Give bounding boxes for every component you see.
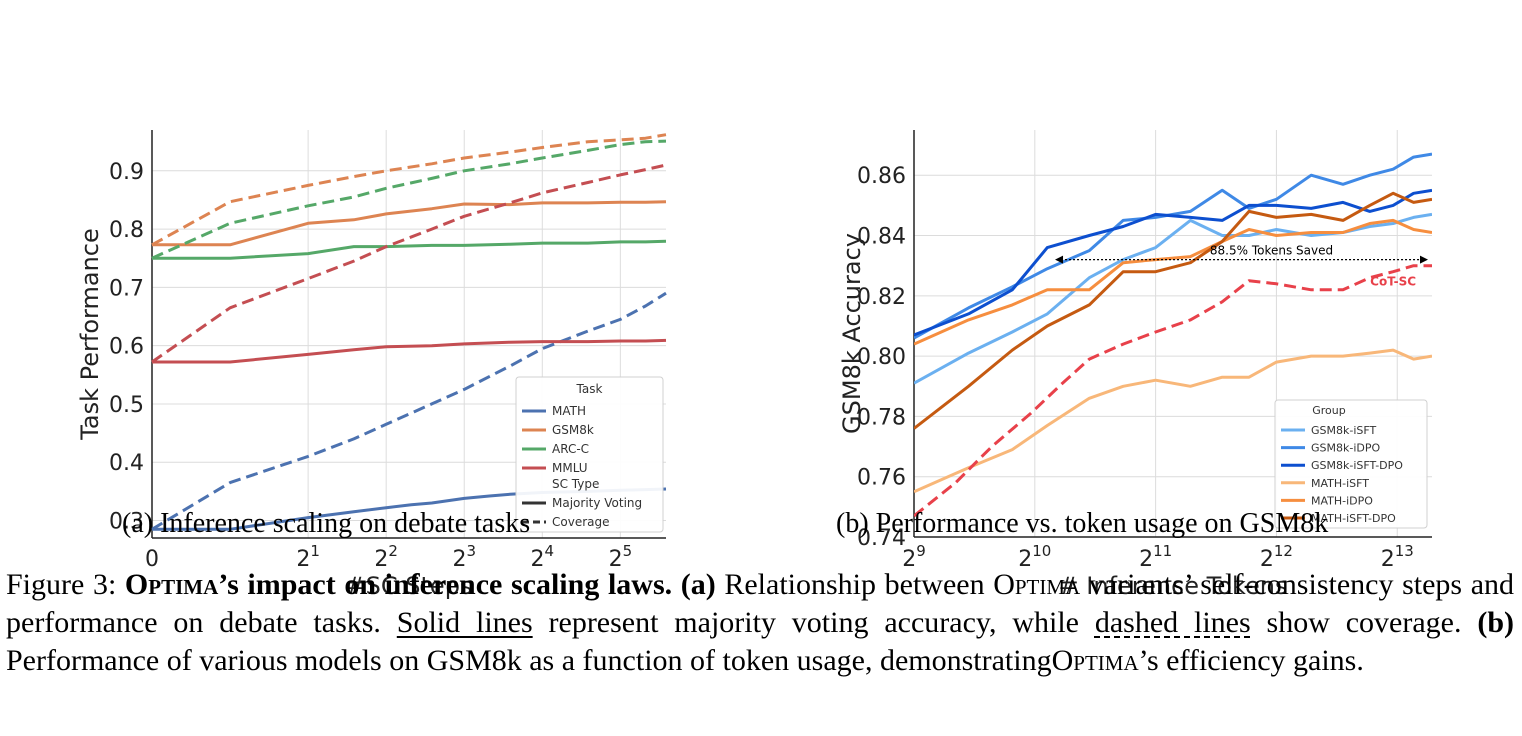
x-tick-label: 29 bbox=[902, 542, 926, 572]
dashed-lines-term: dashed lines bbox=[1094, 606, 1251, 639]
chart-a: 0.3 0.4 0.5 0.6 0.7 0.8 0.9 0 21 22 23 24 25 #SC Step… bbox=[76, 130, 667, 600]
x-tick-label: 210 bbox=[1018, 542, 1051, 572]
y-tick-label: 0.82 bbox=[857, 285, 906, 310]
arrow-head-right bbox=[1420, 255, 1428, 264]
x-tick-label: 25 bbox=[609, 542, 633, 572]
x-axis-label: # Inference Tokens bbox=[1059, 572, 1288, 600]
series-line-gsm8k-coverage bbox=[151, 133, 667, 247]
x-tick-label: 22 bbox=[374, 542, 398, 572]
y-tick-label: 0.5 bbox=[109, 393, 144, 418]
legend-subtitle: SC Type bbox=[552, 477, 599, 491]
x-axis-label: #SC Steps bbox=[346, 572, 473, 600]
x-tick-label: 211 bbox=[1139, 542, 1172, 572]
legend-label: Majority Voting bbox=[552, 496, 642, 510]
y-tick-label: 0.3 bbox=[109, 510, 144, 535]
x-tick-label: 21 bbox=[296, 542, 320, 572]
figure-caption: Figure 3: Optima’s impact on inference s… bbox=[6, 568, 1515, 677]
series-line-cot-sc bbox=[914, 264, 1432, 518]
legend-label: ARC-C bbox=[552, 442, 589, 456]
x-tick-label: 23 bbox=[452, 542, 476, 572]
y-tick-label: 0.4 bbox=[109, 451, 144, 476]
legend-box bbox=[515, 376, 664, 533]
series-line-gsm8k-majority-voting bbox=[152, 200, 667, 247]
legend-label: GSM8k-iDPO bbox=[1311, 442, 1380, 455]
y-tick-label: 0.8 bbox=[109, 218, 144, 243]
cot-sc-label: CoT-SC bbox=[1370, 274, 1416, 288]
y-tick-label: 0.7 bbox=[109, 276, 144, 301]
solid-lines-term: Solid lines bbox=[396, 606, 533, 639]
tokens-saved-label: 88.5% Tokens Saved bbox=[1210, 244, 1333, 258]
tokens-saved-arrow bbox=[1055, 255, 1428, 264]
legend-label: MATH bbox=[552, 404, 586, 418]
series-line-gsm8k-isft-dpo bbox=[914, 188, 1432, 337]
series-line-arc-c-majority-voting bbox=[152, 239, 667, 260]
legend-label: Coverage bbox=[552, 515, 610, 529]
legend-label: GSM8k-iSFT bbox=[1311, 424, 1377, 437]
legend-label: GSM8k bbox=[552, 423, 594, 437]
y-axis-label: GSM8k Accuracy bbox=[838, 233, 866, 434]
caption-title: Optima’s impact on inference scaling law… bbox=[124, 568, 673, 601]
y-tick-label: 0.78 bbox=[857, 405, 906, 430]
legend-title: Group bbox=[1312, 404, 1346, 417]
legend-title: Task bbox=[576, 382, 603, 396]
x-tick-label: 0 bbox=[145, 547, 159, 572]
legend: Group GSM8k-iSFT GSM8k-iDPO GSM8k-iSFT-DPO M… bbox=[1274, 399, 1428, 529]
legend-box bbox=[1274, 399, 1428, 529]
figure-label: Figure 3: bbox=[6, 568, 117, 601]
series-line-math-isft-dpo bbox=[914, 191, 1432, 430]
series-line-math-coverage bbox=[151, 291, 667, 531]
x-tick-label: 212 bbox=[1260, 542, 1293, 572]
legend-label: MATH-iSFT-DPO bbox=[1311, 512, 1396, 525]
series-line-arc-c-coverage bbox=[151, 139, 667, 260]
subcaption-a: (a) Inference scaling on debate tasks bbox=[122, 508, 531, 539]
caption-a-label: (a) bbox=[680, 568, 716, 601]
y-tick-label: 0.86 bbox=[857, 164, 906, 189]
subcaption-b: (b) Performance vs. token usage on GSM8k bbox=[836, 508, 1329, 539]
legend-label: MMLU bbox=[552, 461, 588, 475]
x-tick-label: 24 bbox=[531, 542, 555, 572]
series-line-gsm8k-isft bbox=[914, 212, 1432, 385]
chart-b: 0.74 0.76 0.78 0.80 0.82 0.84 0.86 29 210 211 212 2… bbox=[838, 130, 1432, 600]
y-tick-label: 0.84 bbox=[857, 225, 906, 250]
x-tick-label: 213 bbox=[1381, 542, 1414, 572]
legend-label: GSM8k-iSFT-DPO bbox=[1311, 459, 1403, 472]
y-tick-label: 0.74 bbox=[857, 526, 906, 551]
series-line-math-isft bbox=[914, 348, 1432, 494]
caption-b-label: (b) bbox=[1477, 606, 1514, 639]
y-axis-label: Task Performance bbox=[76, 228, 104, 441]
series-group bbox=[914, 152, 1432, 518]
series-line-mmlu-majority-voting bbox=[152, 338, 667, 364]
series-line-mmlu-coverage bbox=[151, 163, 667, 364]
legend-label: MATH-iDPO bbox=[1311, 494, 1373, 507]
y-tick-label: 0.6 bbox=[109, 335, 144, 360]
legend-label: MATH-iSFT bbox=[1311, 477, 1369, 490]
series-line-gsm8k-idpo bbox=[914, 152, 1432, 340]
legend: Task MATH GSM8k ARC-C MMLU SC Type Majority Vo… bbox=[515, 376, 664, 533]
y-tick-label: 0.80 bbox=[857, 345, 906, 370]
arrow-head-left bbox=[1055, 255, 1064, 264]
y-tick-label: 0.9 bbox=[109, 160, 144, 185]
y-tick-label: 0.76 bbox=[857, 466, 906, 491]
